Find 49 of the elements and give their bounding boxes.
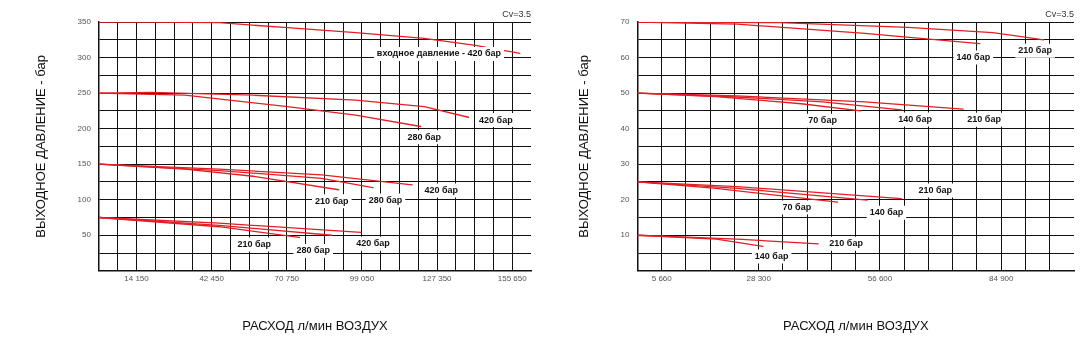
annotation: 210 бар: [1018, 45, 1053, 56]
y-tick-label: 10: [620, 230, 631, 240]
text: Cv=3.5: [502, 8, 531, 19]
x-axis-title: РАСХОД л/мин ВОЗДУХ: [782, 317, 929, 333]
annotation: входное давление - 420 бар: [376, 48, 502, 59]
x-tick-label: 42 450: [199, 273, 225, 283]
annotation: 280 бар: [296, 245, 331, 256]
y-tick-label: 350: [77, 17, 92, 27]
annotation: 70 бар: [808, 115, 838, 126]
x-tick-label: 70 750: [274, 273, 300, 283]
y-tick-label: 50: [82, 230, 92, 240]
x-tick-label: 99 050: [349, 273, 375, 283]
annotation: 210 бар: [829, 238, 864, 249]
annotation: 140 бар: [956, 52, 991, 63]
y-tick-label: 40: [620, 123, 631, 133]
x-tick-label: 28 300: [746, 273, 772, 283]
y-tick-label: 300: [77, 52, 92, 62]
text: Cv=3.5: [1045, 8, 1074, 19]
y-tick-label: 30: [620, 159, 631, 169]
x-tick-label: 155 650: [497, 273, 528, 283]
y-tick-label: 60: [620, 52, 631, 62]
x-tick-label: 14 150: [124, 273, 150, 283]
y-tick-label: 100: [77, 194, 92, 204]
y-tick-label: 150: [77, 159, 92, 169]
annotation: 420 бар: [356, 238, 391, 249]
annotation: 140 бар: [898, 113, 933, 124]
annotation: 210 бар: [315, 195, 350, 206]
annotation: 140 бар: [754, 251, 789, 262]
annotation: 70 бар: [782, 202, 812, 213]
x-tick-label: 127 350: [422, 273, 453, 283]
annotation: 140 бар: [869, 207, 904, 218]
y-axis-title: ВЫХОДНОЕ ДАВЛЕНИЕ - бар: [33, 55, 49, 238]
y-tick-label: 50: [620, 88, 631, 98]
annotation: 210 бар: [918, 184, 953, 195]
x-tick-label: 56 600: [867, 273, 893, 283]
x-tick-label: 5 660: [651, 273, 673, 283]
y-tick-label: 70: [620, 17, 631, 27]
y-tick-label: 250: [77, 88, 92, 98]
y-tick-label: 20: [620, 194, 631, 204]
annotation: 280 бар: [407, 131, 442, 142]
y-axis-title: ВЫХОДНОЕ ДАВЛЕНИЕ - бар: [576, 55, 592, 238]
x-axis-title: РАСХОД л/мин ВОЗДУХ: [242, 317, 389, 333]
annotation: 420 бар: [479, 114, 514, 125]
annotation: 210 бар: [967, 114, 1002, 125]
annotation: 280 бар: [368, 194, 403, 205]
y-tick-label: 200: [77, 123, 92, 133]
annotation: 420 бар: [424, 184, 459, 195]
annotation: 210 бар: [237, 238, 272, 249]
x-tick-label: 84 900: [989, 273, 1015, 283]
